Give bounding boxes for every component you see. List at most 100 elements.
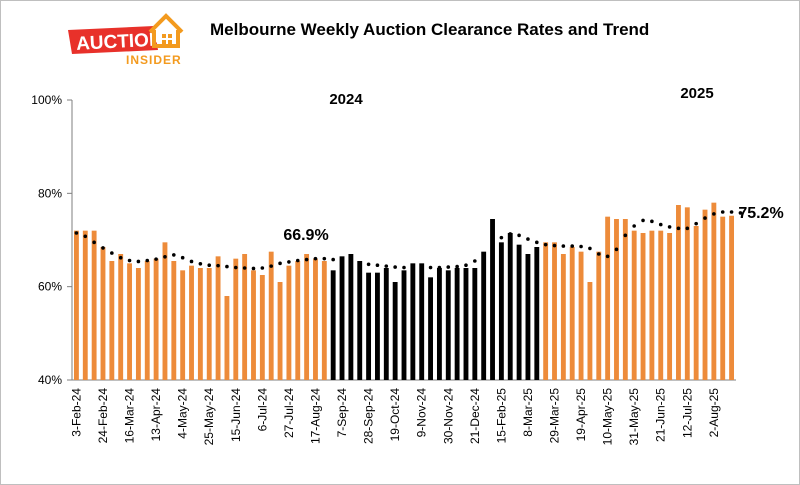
svg-text:AUCTION: AUCTION [76, 29, 164, 55]
x-tick-label: 24-Feb-24 [96, 388, 110, 444]
trend-dot [163, 254, 167, 259]
trend-dot [579, 244, 583, 249]
bar-orange [702, 209, 708, 380]
bar-black [481, 251, 487, 380]
bar-orange [720, 216, 726, 380]
bar-black [366, 272, 372, 380]
trend-dot [588, 246, 592, 251]
trend-dot [340, 259, 344, 263]
bar-orange [560, 254, 566, 380]
trend-dot [198, 262, 203, 266]
bar-orange [268, 251, 274, 380]
trend-dot [393, 265, 397, 269]
trend-dot [366, 262, 371, 267]
trend-dot [251, 266, 256, 271]
trend-dot [685, 226, 690, 231]
trend-dot [508, 232, 513, 236]
bar-orange [729, 215, 735, 380]
bar-orange [649, 230, 655, 380]
trend-dot [481, 252, 486, 256]
trend-dot [694, 221, 698, 226]
trend-dot [437, 265, 442, 270]
bar-orange [135, 268, 141, 380]
x-tick-label: 13-Apr-24 [149, 388, 163, 442]
bar-black [392, 282, 398, 380]
trend-dot [92, 240, 96, 245]
trend-dot [650, 219, 654, 224]
x-tick-label: 2-Aug-25 [707, 388, 721, 438]
bar-orange [313, 258, 318, 380]
x-tick-label: 17-Aug-24 [308, 388, 322, 444]
bar-black [375, 272, 380, 380]
bar-orange [242, 254, 248, 380]
x-tick-label: 16-Mar-24 [123, 388, 137, 444]
trend-dot [596, 252, 601, 256]
bar-orange [684, 207, 690, 380]
x-tick-label: 12-Jul-25 [680, 388, 694, 438]
trend-dot [402, 265, 406, 270]
bar-orange [596, 251, 602, 380]
bar-orange [162, 242, 168, 380]
x-tick-label: 15-Feb-25 [494, 388, 508, 444]
trend-dot [712, 212, 716, 216]
trend-dot [738, 211, 743, 215]
trend-dot [287, 260, 291, 264]
bar-black [498, 242, 504, 380]
bar-black [436, 268, 442, 380]
year-label-2025: 2025 [680, 85, 713, 102]
trend-dot [110, 251, 114, 255]
x-tick-label: 25-May-24 [202, 388, 216, 446]
trend-dot [260, 266, 265, 270]
annotation-75-2: 75.2% [738, 205, 783, 222]
bar-orange [100, 247, 106, 380]
trend-dot [641, 218, 645, 223]
bar-black [445, 270, 451, 380]
bar-orange [552, 242, 557, 380]
bar-orange [622, 219, 628, 380]
trend-dot [375, 263, 380, 268]
trend-dot [118, 255, 123, 260]
trend-dot [295, 258, 300, 263]
bar-orange [224, 296, 230, 380]
trend-dot [180, 255, 185, 260]
x-tick-label: 7-Sep-24 [335, 388, 349, 438]
trend-dot [242, 266, 247, 270]
bar-black [383, 268, 389, 380]
bar-orange [180, 270, 186, 380]
trend-dot [411, 265, 415, 270]
trend-dot [384, 264, 389, 268]
trend-dot [322, 256, 327, 261]
trend-dot [304, 257, 309, 262]
bar-orange [693, 226, 699, 380]
bar-orange [578, 251, 584, 380]
trend-dot [658, 222, 663, 227]
trend-dot [526, 237, 530, 241]
trend-dot [172, 253, 176, 257]
trend-dot [570, 244, 575, 248]
trend-dot [676, 226, 681, 231]
trend-dot [74, 231, 79, 235]
bar-orange [569, 247, 575, 380]
bar-black [330, 270, 336, 380]
trend-dot [667, 225, 672, 229]
trend-dot [605, 254, 610, 259]
x-tick-label: 19-Oct-24 [388, 388, 402, 442]
trend-dot [490, 242, 495, 247]
y-tick-label: 60% [38, 280, 62, 294]
bar-black [339, 256, 345, 380]
trend-dot [623, 233, 628, 238]
x-tick-label: 27-Jul-24 [282, 388, 296, 438]
bar-orange [144, 261, 150, 380]
bar-orange [118, 254, 124, 380]
bar-orange [658, 230, 664, 380]
trend-dot [331, 257, 335, 262]
trend-dot [269, 264, 274, 268]
bar-orange [233, 258, 239, 380]
x-tick-label: 21-Dec-24 [468, 388, 482, 444]
trend-dot [145, 258, 150, 263]
bar-orange [676, 205, 681, 380]
bar-orange [304, 254, 310, 380]
x-tick-label: 9-Nov-24 [415, 388, 429, 438]
